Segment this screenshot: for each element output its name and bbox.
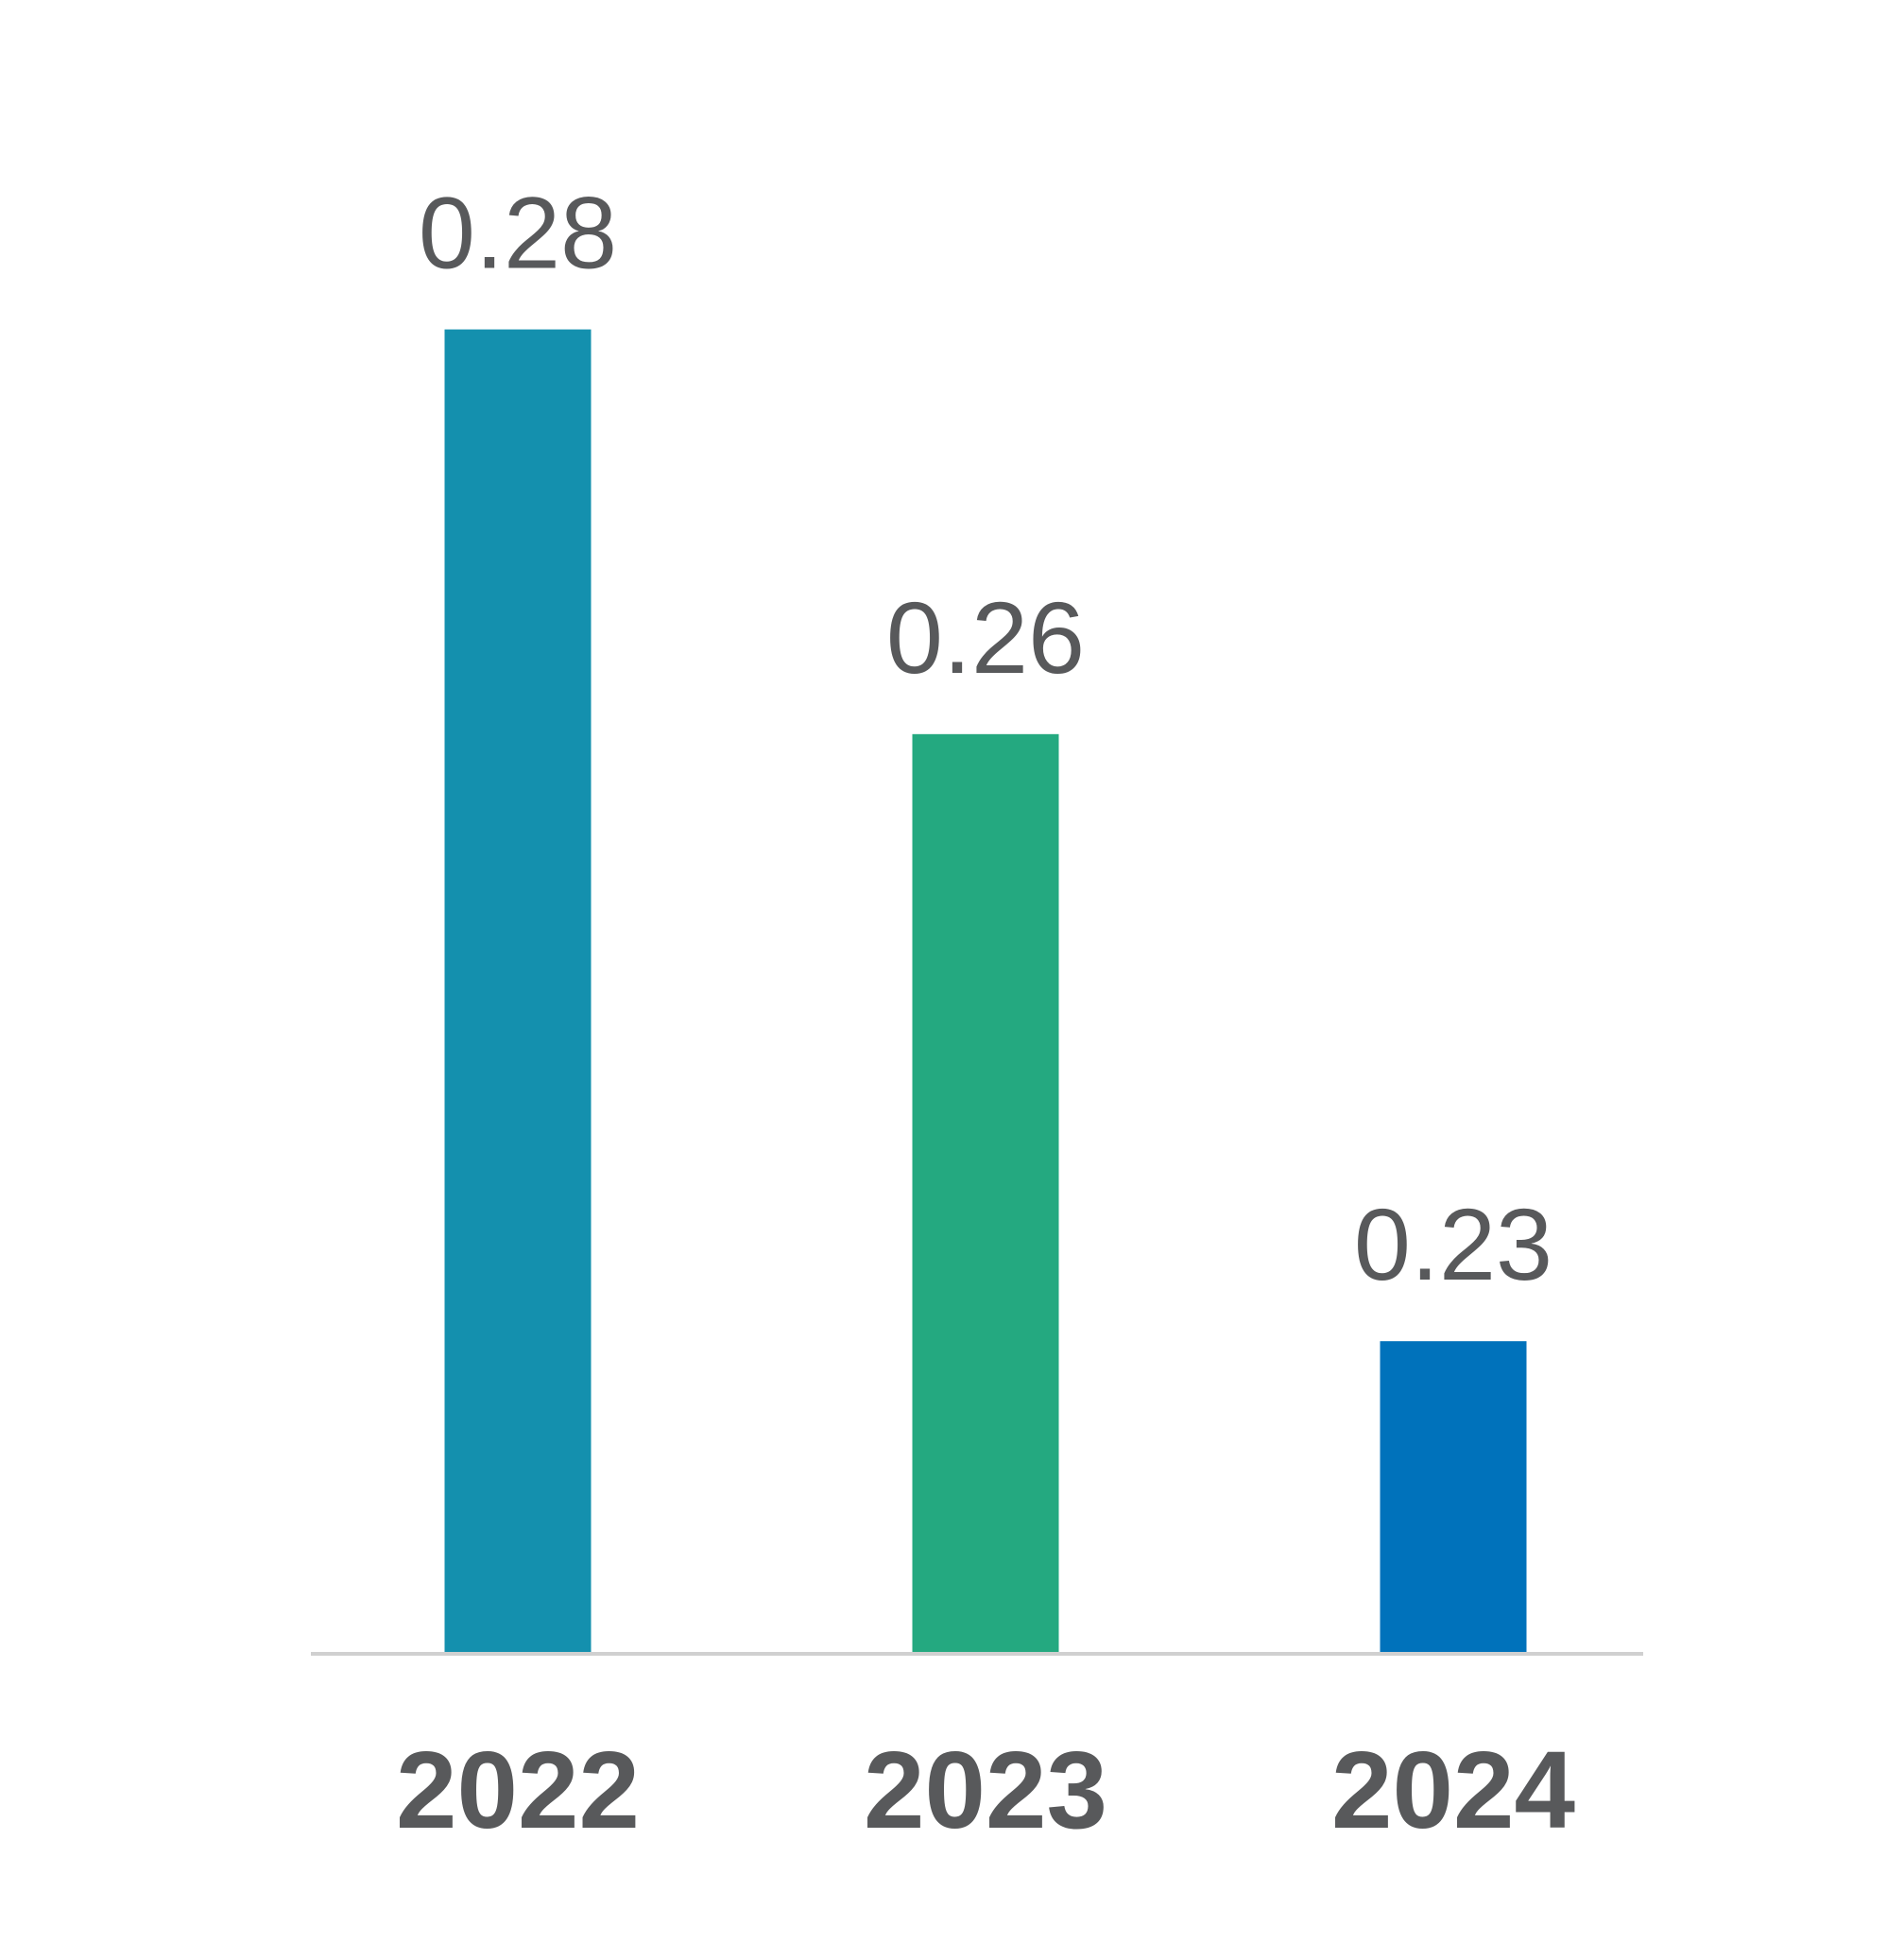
x-tick-label-2024: 2024: [1331, 1728, 1575, 1851]
bar-2022: [444, 329, 592, 1654]
bars-group: [444, 329, 1527, 1654]
value-label-2022: 0.28: [419, 176, 617, 290]
value-label-2024: 0.23: [1354, 1187, 1552, 1301]
x-tick-labels-group: 2022 2023 2024: [396, 1728, 1575, 1851]
bar-2023: [912, 733, 1059, 1654]
value-label-2023: 0.26: [886, 580, 1085, 695]
x-tick-label-2022: 2022: [396, 1728, 640, 1851]
value-labels-group: 0.28 0.26 0.23: [419, 176, 1552, 1302]
bar-2024: [1380, 1341, 1527, 1654]
x-tick-label-2023: 2023: [864, 1728, 1107, 1851]
